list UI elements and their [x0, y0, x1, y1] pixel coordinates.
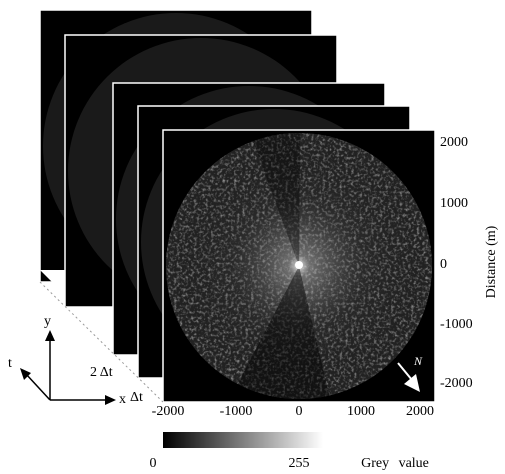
time-label: 2 Δt [90, 365, 113, 380]
coordinate-axes [20, 330, 116, 405]
y-tick-label: -2000 [440, 376, 473, 391]
north-arrow: N [397, 354, 423, 392]
time-label: Δt [130, 390, 143, 405]
axis-label-t: t [8, 356, 12, 371]
colorbar-min: 0 [150, 456, 157, 471]
time-guide [39, 281, 164, 403]
y-tick-label: 0 [440, 257, 447, 272]
x-tick-label: 0 [296, 404, 303, 419]
frame-edge [40, 270, 65, 295]
x-tick-label: 1000 [347, 404, 375, 419]
north-label: N [413, 354, 423, 368]
y-ticks: 2000 1000 0 -1000 -2000 [440, 135, 473, 391]
x-ticks: -2000 -1000 0 1000 2000 [152, 404, 434, 419]
colorbar-label: Grey value [361, 456, 429, 471]
x-tick-label: 2000 [406, 404, 434, 419]
colorbar [163, 432, 323, 448]
y-tick-label: 1000 [440, 196, 468, 211]
x-tick-label: -1000 [220, 404, 253, 419]
axis-label-x: x [119, 392, 126, 407]
y-tick-label: -1000 [440, 317, 473, 332]
y-tick-label: 2000 [440, 135, 468, 150]
axis-label-y: y [44, 314, 51, 329]
y-axis-label: Distance (m) [484, 225, 499, 298]
x-tick-label: -2000 [152, 404, 185, 419]
colorbar-max: 255 [289, 456, 310, 471]
radar-center [295, 261, 303, 269]
